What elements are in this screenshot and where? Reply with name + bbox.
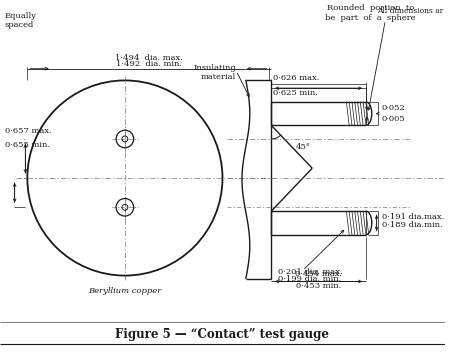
Text: 0·052: 0·052 (381, 104, 404, 112)
Text: 0·191 dia.max.: 0·191 dia.max. (381, 213, 443, 221)
Text: Equally
spaced: Equally spaced (5, 12, 37, 29)
Text: 0·005: 0·005 (381, 115, 404, 124)
Text: 0·454 max.: 0·454 max. (294, 269, 341, 278)
Text: Beryllium copper: Beryllium copper (88, 287, 161, 295)
Text: 1·492  dia. min.: 1·492 dia. min. (116, 60, 182, 68)
Text: 0·453 min.: 0·453 min. (295, 282, 340, 290)
Text: Rounded  portion  to
be  part  of  a  sphere: Rounded portion to be part of a sphere (325, 4, 415, 21)
Text: 0·626 max.: 0·626 max. (273, 74, 319, 82)
Text: 0·625 min.: 0·625 min. (273, 89, 318, 97)
Text: 0·189 dia.min.: 0·189 dia.min. (381, 221, 441, 229)
Text: 0·655 min.: 0·655 min. (5, 141, 50, 149)
Text: 0·657 max.: 0·657 max. (5, 127, 51, 135)
Text: Figure 5 — “Contact” test gauge: Figure 5 — “Contact” test gauge (115, 328, 329, 341)
Text: 0·201 dia. max.: 0·201 dia. max. (278, 268, 342, 276)
Text: 1·494  dia. max.: 1·494 dia. max. (115, 54, 183, 62)
Text: All dimensions ar: All dimensions ar (376, 7, 442, 15)
Text: 0·199 dia. min.: 0·199 dia. min. (278, 274, 341, 283)
Text: Insulating
material: Insulating material (193, 64, 236, 81)
Text: 45°: 45° (295, 143, 310, 151)
